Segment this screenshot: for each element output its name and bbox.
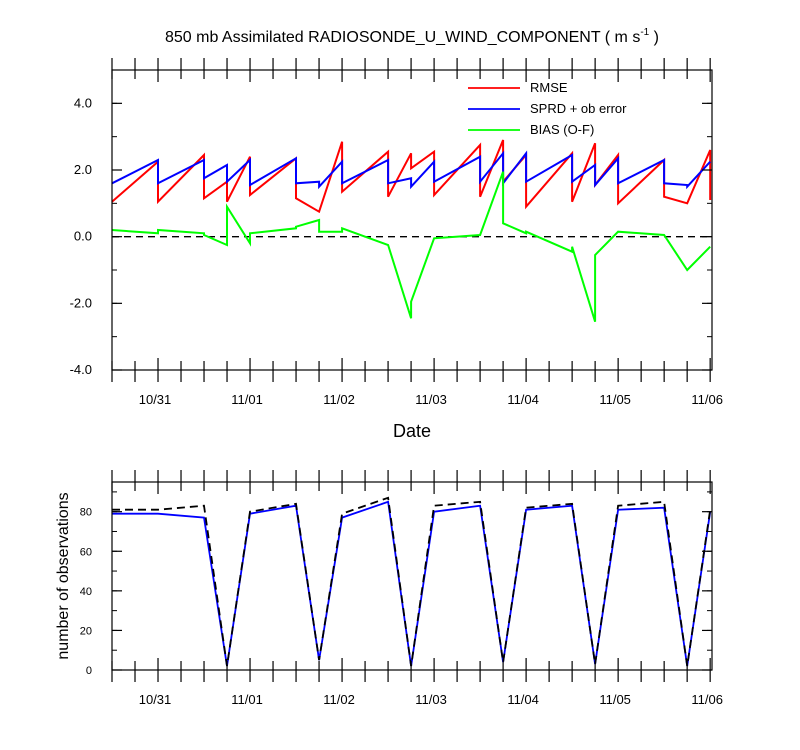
y-tick-label: 80 [80, 507, 92, 519]
x-tick-label: 11/05 [599, 692, 631, 707]
x-tick-label: 11/02 [323, 392, 355, 407]
y-tick-label: 60 [80, 546, 92, 558]
series-line-bias-o-f [111, 171, 711, 322]
y-tick-label: 40 [80, 586, 92, 598]
chart-title: 850 mb Assimilated RADIOSONDE_U_WIND_COM… [165, 27, 659, 46]
series-line-sprd-ob-error [111, 150, 711, 190]
y-tick-label: -2.0 [70, 295, 92, 310]
top-panel: 4.0 2.0 0.0 -2.0 -4.0 10/31 11/01 11/02 11/03 11/… [70, 58, 723, 407]
y-axis-label-observations: number of observations [55, 492, 72, 659]
legend-label-0: RMSE [530, 80, 568, 95]
x-tick-label: 11/06 [691, 392, 723, 407]
chart-title-end: ) [649, 29, 659, 46]
y-tick-label: 0.0 [74, 229, 92, 244]
x-tick-label: 10/31 [139, 692, 172, 707]
x-tick-label: 11/01 [231, 392, 263, 407]
top-ticks: 4.0 2.0 0.0 -2.0 -4.0 10/31 11/01 11/02 11/03 11/… [70, 58, 723, 407]
x-tick-label: 11/02 [323, 692, 355, 707]
chart-title-superscript: -1 [640, 27, 649, 38]
x-tick-label: 11/04 [507, 692, 539, 707]
top-marks [111, 139, 712, 322]
legend: RMSE SPRD + ob error BIAS (O-F) [468, 80, 627, 137]
x-axis-label: Date [393, 421, 431, 441]
bottom-plot-frame [111, 481, 713, 671]
y-tick-label: 2.0 [74, 162, 92, 177]
chart-title-main: 850 mb Assimilated RADIOSONDE_U_WIND_COM… [165, 29, 640, 46]
x-tick-label: 11/01 [231, 692, 263, 707]
series-line-used [112, 500, 712, 667]
x-tick-label: 11/03 [415, 692, 447, 707]
series-line-possible [112, 496, 712, 667]
top-plot-frame [111, 69, 713, 371]
legend-label-2: BIAS (O-F) [530, 122, 594, 137]
y-tick-label: 20 [80, 625, 92, 637]
y-tick-label: 0 [86, 665, 92, 677]
x-tick-label: 11/04 [507, 392, 539, 407]
x-tick-label: 10/31 [139, 392, 172, 407]
bottom-panel: 0 20 40 60 80 10/31 11/01 11/02 11/03 11/04 11/05 1… [80, 470, 723, 707]
x-tick-label: 11/05 [599, 392, 631, 407]
series-line-rmse [111, 139, 712, 214]
y-tick-label: 4.0 [74, 95, 92, 110]
x-tick-label: 11/06 [691, 692, 723, 707]
bottom-marks [112, 496, 712, 667]
bottom-ticks: 0 20 40 60 80 10/31 11/01 11/02 11/03 11/04 11/05 1… [80, 470, 723, 707]
x-tick-label: 11/03 [415, 392, 447, 407]
legend-label-1: SPRD + ob error [530, 101, 627, 116]
y-tick-label: -4.0 [70, 362, 92, 377]
